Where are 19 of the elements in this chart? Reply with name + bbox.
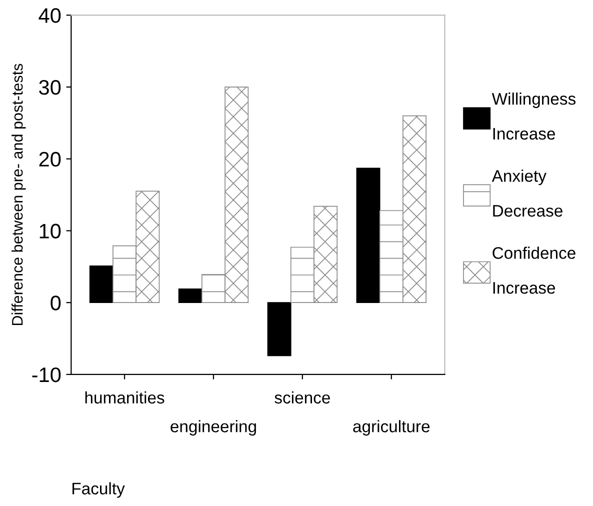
bar <box>178 288 202 304</box>
y-tick-label: 40 <box>38 8 61 23</box>
y-tick-label: -10 <box>32 367 61 382</box>
legend-label: Anxiety Decrease <box>492 170 562 217</box>
y-tick-label: 10 <box>40 224 61 238</box>
text: Confidence Increase <box>492 246 576 294</box>
bar <box>89 266 114 304</box>
legend-label: Willingness Increase <box>492 92 576 140</box>
y-tick-label: 20 <box>39 152 61 167</box>
bar <box>356 168 380 304</box>
x-tick-label: agriculture <box>353 420 430 436</box>
y-tick-label: 30 <box>39 80 61 95</box>
x-tick-label: engineering <box>170 420 256 436</box>
y-axis-title: Difference between pre- and post-tests <box>12 64 26 326</box>
x-tick-label: science <box>274 391 330 404</box>
y-tick-label: 0 <box>50 296 61 310</box>
bar <box>267 302 292 356</box>
x-axis-title: Faculty <box>72 482 125 498</box>
x-tick-label: humanities <box>85 391 164 404</box>
